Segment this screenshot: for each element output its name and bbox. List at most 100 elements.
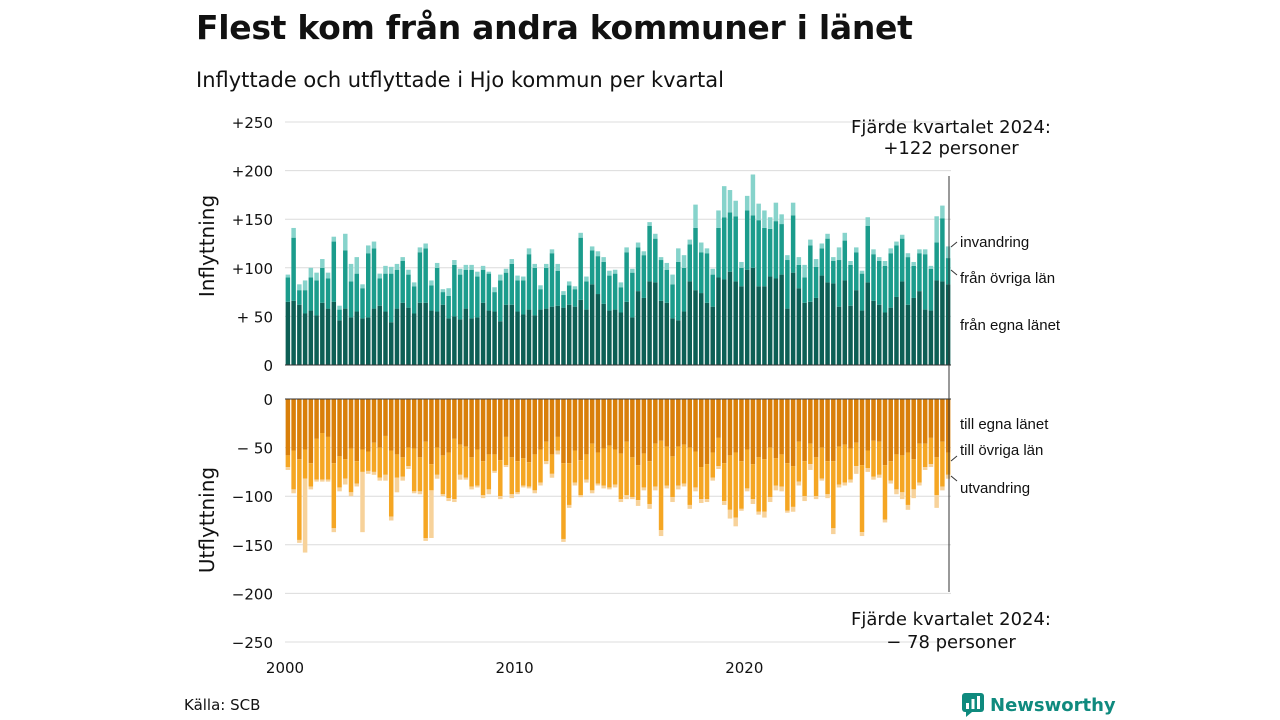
bar-segment (945, 246, 951, 259)
bar-segment (773, 221, 779, 279)
bar-segment (848, 399, 853, 449)
bar-segment (538, 482, 543, 486)
bar-segment (658, 530, 664, 537)
bar-segment (676, 248, 681, 262)
bar-segment (802, 399, 807, 462)
bar-segment (790, 399, 796, 467)
bar-segment (865, 226, 870, 283)
bar-segment (509, 259, 515, 264)
bar-segment (899, 492, 905, 500)
bar-segment (813, 457, 819, 497)
bar-segment (475, 485, 480, 488)
bar-segment (922, 399, 928, 444)
bar-segment (457, 274, 463, 320)
bar-segment (417, 399, 423, 458)
bar-segment (882, 261, 888, 266)
bar-segment (899, 281, 905, 365)
bar-segment (429, 310, 434, 365)
bar-segment (400, 302, 405, 365)
bar-segment (371, 471, 377, 475)
bar-segment (733, 517, 738, 527)
bar-segment (612, 449, 618, 485)
bar-segment (572, 289, 578, 307)
bar-segment (744, 195, 750, 211)
bar-segment (400, 261, 405, 303)
bar-segment (825, 461, 830, 495)
bar-segment (802, 496, 807, 502)
bar-segment (532, 490, 537, 494)
bar-segment (440, 494, 446, 497)
bar-segment (785, 399, 790, 464)
bar-segment (744, 399, 750, 450)
bar-segment (314, 280, 319, 316)
bar-segment (538, 285, 543, 290)
bar-segment (917, 443, 922, 483)
bar-segment (446, 452, 451, 499)
bar-segment (572, 286, 578, 290)
bar-segment (779, 224, 784, 275)
bar-segment (871, 249, 876, 255)
bar-segment (440, 304, 446, 365)
bar-segment (899, 234, 905, 239)
bar-segment (612, 484, 618, 488)
bar-segment (813, 259, 819, 267)
bar-segment (934, 399, 939, 458)
bar-segment (291, 227, 296, 238)
bar-segment (291, 237, 296, 301)
bar-segment (676, 320, 681, 365)
y-tick-label: −250 (232, 634, 273, 652)
bar-segment (733, 200, 738, 217)
series-label-fran-egna-lanet: från egna länet (960, 317, 1061, 334)
bar-segment (670, 284, 675, 319)
bar-segment (670, 399, 675, 457)
bar-segment (813, 399, 819, 458)
bar-segment (894, 241, 899, 246)
bar-segment (928, 265, 934, 269)
bar-segment (503, 268, 509, 273)
inflow-annotation-line2: +122 personer (883, 138, 1019, 159)
bar-segment (750, 399, 756, 465)
bar-segment (607, 270, 612, 276)
bar-segment (337, 309, 342, 321)
bar-segment (469, 457, 474, 487)
bar-segment (388, 450, 394, 517)
bar-segment (601, 448, 606, 486)
bar-segment (325, 308, 331, 365)
bar-segment (308, 399, 314, 464)
bar-segment (469, 264, 474, 270)
bar-segment (549, 249, 555, 254)
bar-segment (388, 399, 394, 451)
bar-segment (521, 280, 526, 315)
bar-segment (440, 292, 446, 305)
bar-segment (756, 457, 761, 512)
bar-segment (871, 300, 876, 365)
bar-segment (521, 399, 526, 459)
bar-segment (457, 444, 463, 475)
bar-segment (831, 261, 836, 284)
bar-segment (348, 448, 354, 493)
bar-segment (721, 186, 727, 218)
bar-segment (813, 496, 819, 500)
bar-segment (584, 479, 589, 483)
bar-segment (297, 304, 302, 365)
bar-segment (578, 232, 583, 238)
bar-segment (888, 307, 893, 365)
bar-segment (859, 273, 865, 311)
bar-segment (687, 399, 693, 448)
bar-segment (739, 461, 744, 509)
bar-segment (492, 287, 497, 293)
bar-segment (331, 236, 337, 242)
bar-segment (509, 304, 515, 365)
bar-segment (796, 288, 802, 365)
bar-segment (635, 399, 641, 466)
bar-segment (859, 465, 865, 533)
bar-segment (543, 441, 549, 462)
bar-segment (802, 264, 807, 278)
bar-segment (676, 485, 681, 490)
bar-segment (940, 399, 945, 442)
bar-segment (320, 302, 325, 365)
bar-segment (561, 538, 566, 542)
bar-segment (819, 399, 825, 448)
bar-segment (423, 302, 428, 365)
bar-segment (894, 489, 899, 495)
